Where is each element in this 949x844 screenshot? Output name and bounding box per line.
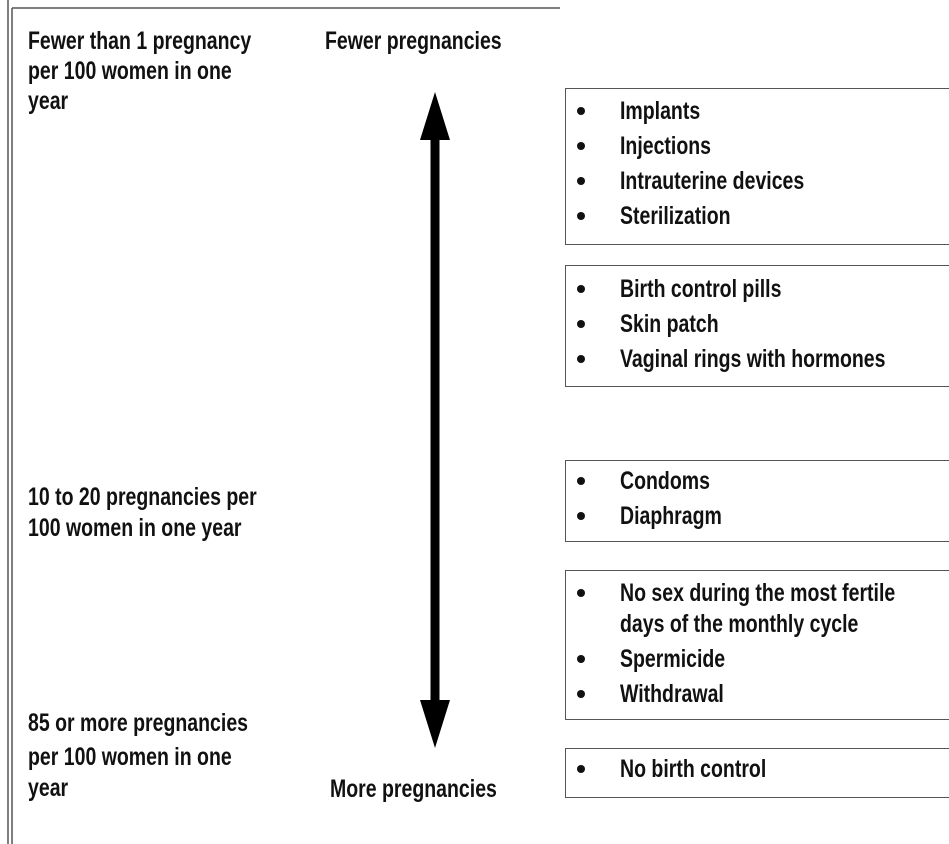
method-group bbox=[565, 265, 949, 387]
arrow-head bbox=[420, 92, 450, 140]
method-group bbox=[565, 748, 949, 798]
method-group bbox=[565, 88, 949, 245]
bullet bbox=[577, 177, 585, 185]
bullet bbox=[577, 355, 585, 363]
bullet bbox=[577, 142, 585, 150]
scale-label: year bbox=[28, 774, 69, 802]
scale-label: 85 or more pregnancies bbox=[28, 709, 249, 737]
method-item: Birth control pills bbox=[620, 275, 782, 303]
scale-label: 100 women in one year bbox=[28, 514, 242, 542]
method-item: Sterilization bbox=[620, 202, 731, 230]
bullet bbox=[577, 477, 585, 485]
method-item: Injections bbox=[620, 132, 712, 160]
method-item: No birth control bbox=[620, 755, 767, 783]
method-item: Condoms bbox=[620, 467, 710, 495]
arrow-head bbox=[420, 700, 450, 748]
scale-label: Fewer than 1 pregnancy bbox=[28, 27, 252, 55]
scale-label: 10 to 20 pregnancies per bbox=[28, 483, 257, 511]
bullet bbox=[577, 107, 585, 115]
bullet bbox=[577, 285, 585, 293]
method-item: Intrauterine devices bbox=[620, 167, 805, 195]
bullet bbox=[577, 320, 585, 328]
bullet bbox=[577, 212, 585, 220]
scale-label: per 100 women in one bbox=[28, 57, 232, 85]
method-item: Withdrawal bbox=[620, 680, 724, 708]
bullet bbox=[577, 655, 585, 663]
scale-label: year bbox=[28, 87, 69, 115]
method-item: Implants bbox=[620, 97, 701, 125]
bullet bbox=[577, 765, 585, 773]
method-item: days of the monthly cycle bbox=[620, 610, 859, 638]
method-item: Skin patch bbox=[620, 310, 719, 338]
method-group bbox=[565, 570, 949, 720]
method-item: No sex during the most fertile bbox=[620, 579, 896, 607]
arrow-label: Fewer pregnancies bbox=[325, 27, 502, 55]
method-group bbox=[565, 460, 949, 542]
method-item: Vaginal rings with hormones bbox=[620, 345, 886, 373]
bullet bbox=[577, 512, 585, 520]
bullet bbox=[577, 589, 585, 597]
scale-label: per 100 women in one bbox=[28, 743, 232, 771]
method-item: Diaphragm bbox=[620, 502, 722, 530]
bullet bbox=[577, 690, 585, 698]
method-item: Spermicide bbox=[620, 645, 726, 673]
arrow-label: More pregnancies bbox=[330, 775, 497, 803]
